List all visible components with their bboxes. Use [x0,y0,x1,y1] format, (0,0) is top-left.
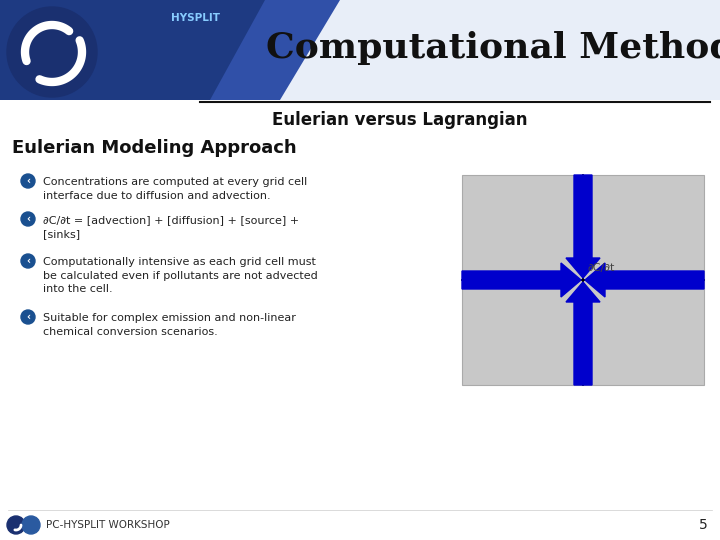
Text: PC-HYSPLIT WORKSHOP: PC-HYSPLIT WORKSHOP [46,520,170,530]
Text: ‹: ‹ [26,176,30,186]
Text: Computationally intensive as each grid cell must
be calculated even if pollutant: Computationally intensive as each grid c… [43,257,318,294]
Text: ∂C/∂t = [advection] + [diffusion] + [source] +
[sinks]: ∂C/∂t = [advection] + [diffusion] + [sou… [43,215,299,239]
Circle shape [21,212,35,226]
Text: ∂C/∂t: ∂C/∂t [588,263,615,273]
Bar [0,0,720,100]
Text: ‹: ‹ [26,256,30,266]
FancyArrow shape [566,175,600,278]
Circle shape [22,516,40,534]
Circle shape [7,516,25,534]
Text: Computational Methods: Computational Methods [266,31,720,65]
Polygon shape [0,0,320,100]
Text: Suitable for complex emission and non-linear
chemical conversion scenarios.: Suitable for complex emission and non-li… [43,313,296,336]
FancyArrow shape [566,282,600,385]
Text: Eulerian versus Lagrangian: Eulerian versus Lagrangian [272,111,528,129]
Text: ‹: ‹ [26,312,30,322]
FancyArrow shape [462,263,581,297]
Circle shape [21,174,35,188]
Text: Concentrations are computed at every grid cell
interface due to diffusion and ad: Concentrations are computed at every gri… [43,177,307,200]
Text: Eulerian Modeling Approach: Eulerian Modeling Approach [12,139,297,157]
Polygon shape [210,0,340,100]
Circle shape [21,310,35,324]
Text: HYSPLIT: HYSPLIT [171,13,220,23]
Circle shape [21,254,35,268]
Bar [462,175,704,385]
Circle shape [7,7,97,97]
FancyArrow shape [585,263,704,297]
Text: 5: 5 [699,518,708,532]
Text: ‹: ‹ [26,214,30,224]
